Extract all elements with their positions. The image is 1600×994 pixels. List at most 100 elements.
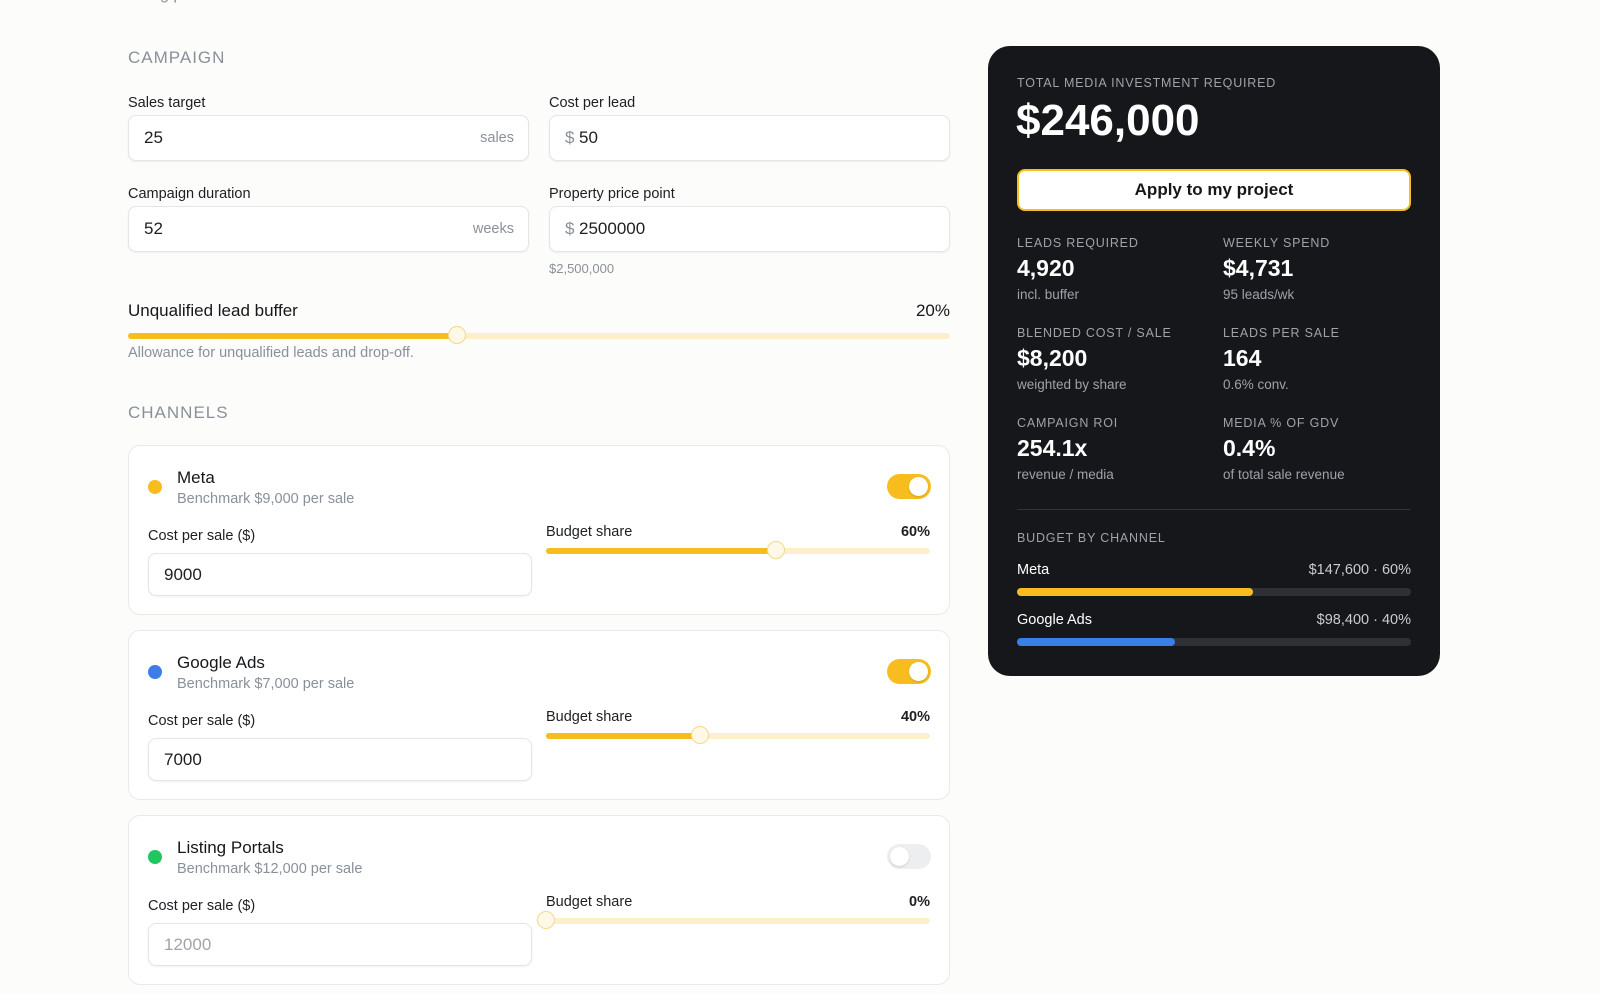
input-value: 12000 [164, 934, 212, 954]
share-value: 40% [900, 709, 930, 725]
section-heading: CHANNELS [128, 403, 229, 422]
section-heading: CAMPAIGN [128, 48, 226, 67]
stat-label: LEADS REQUIRED [1017, 236, 1139, 250]
cost-label: Cost per sale ($) [148, 898, 256, 914]
share-label: Budget share [546, 709, 633, 725]
text-input[interactable]: 12000 [148, 923, 532, 966]
input-value: 50 [579, 128, 598, 147]
slider-fill [546, 733, 700, 739]
cost-label: Cost per sale ($) [148, 528, 256, 544]
stat-value: 0.4% [1223, 435, 1276, 461]
budget-amount: $98,400 · 40% [1316, 612, 1411, 628]
budget-bar [1017, 588, 1254, 596]
stat-value: 164 [1223, 345, 1262, 371]
text-input[interactable]: 7000 [148, 738, 532, 781]
input-value: 25 [144, 128, 163, 147]
summary-label: TOTAL MEDIA INVESTMENT REQUIRED [1017, 76, 1277, 90]
channel-card: Meta Benchmark $9,000 per sale Cost per sa… [128, 445, 950, 615]
budget-name: Meta [1017, 562, 1050, 578]
slider-track[interactable] [546, 726, 930, 744]
stat-label: WEEKLY SPEND [1223, 236, 1331, 250]
slider-fill [128, 333, 457, 339]
stat-value: $4,731 [1223, 255, 1294, 281]
stat-note: of total sale revenue [1223, 467, 1345, 482]
toggle[interactable] [887, 844, 931, 869]
slider-thumb[interactable] [537, 911, 555, 929]
slider-track[interactable] [537, 911, 930, 929]
budget-name: Google Ads [1017, 612, 1092, 628]
stat-label: MEDIA % OF GDV [1223, 416, 1340, 430]
field-label: Cost per lead [549, 95, 636, 111]
text-input[interactable]: 52 weeks [128, 206, 529, 252]
intro-text: listing portals. [128, 0, 226, 4]
field-hint: $2,500,000 [549, 261, 615, 276]
stat-note: incl. buffer [1017, 287, 1080, 302]
toggle[interactable] [887, 659, 931, 684]
channel-benchmark: Benchmark $7,000 per sale [177, 676, 355, 692]
text-input[interactable]: 25 sales [128, 115, 529, 161]
stat-label: LEADS PER SALE [1223, 326, 1340, 340]
channel-card: Google Ads Benchmark $7,000 per sale Cost … [128, 630, 950, 800]
budget-track [1017, 588, 1411, 596]
input-value: 7000 [164, 749, 202, 769]
stat-value: 254.1x [1017, 435, 1088, 461]
stat-value: 4,920 [1017, 255, 1075, 281]
input-value: 52 [144, 219, 163, 238]
budget-bar [1017, 638, 1175, 646]
input-value: 2500000 [579, 219, 646, 238]
share-label: Budget share [546, 894, 633, 910]
toggle-knob [909, 662, 928, 681]
budget-amount: $147,600 · 60% [1308, 562, 1411, 578]
stat-value: $8,200 [1017, 345, 1088, 371]
text-input[interactable]: $2500000 [549, 206, 950, 252]
summary-total: $246,000 [1016, 96, 1200, 145]
toggle-knob [890, 847, 909, 866]
share-label: Budget share [546, 524, 633, 540]
slider-value: 20% [915, 301, 950, 320]
slider-fill [546, 548, 777, 554]
channel-name: Meta [177, 468, 215, 487]
stat-label: BLENDED COST / SALE [1017, 326, 1172, 340]
budget-heading: BUDGET BY CHANNEL [1017, 531, 1166, 545]
slider-thumb[interactable] [767, 541, 786, 559]
channel-name: Google Ads [177, 653, 265, 672]
slider-hint: Allowance for unqualified leads and drop… [128, 345, 414, 361]
field-label: Property price point [549, 186, 675, 202]
channel-name: Listing Portals [177, 838, 284, 857]
input-prefix: $ [565, 219, 575, 238]
input-value: 9000 [164, 564, 202, 584]
field-label: Sales target [128, 95, 206, 111]
field-label: Campaign duration [128, 186, 251, 202]
input-prefix: $ [565, 128, 575, 147]
channel-benchmark: Benchmark $12,000 per sale [177, 861, 363, 877]
channel-dot [148, 665, 162, 679]
channel-benchmark: Benchmark $9,000 per sale [177, 491, 355, 507]
cost-label: Cost per sale ($) [148, 713, 256, 729]
text-input[interactable]: $50 [549, 115, 950, 161]
slider-label: Unqualified lead buffer [128, 301, 298, 320]
stat-note: 95 leads/wk [1223, 287, 1295, 302]
toggle[interactable] [887, 474, 931, 499]
input-suffix: sales [480, 130, 514, 146]
apply-button[interactable]: Apply to my project [1017, 169, 1411, 211]
stat-label: CAMPAIGN ROI [1017, 416, 1119, 430]
share-value: 0% [909, 894, 930, 910]
stat-note: weighted by share [1017, 377, 1127, 392]
stat-note: 0.6% conv. [1223, 377, 1289, 392]
slider-track[interactable] [546, 541, 930, 559]
input-suffix: weeks [472, 221, 514, 237]
stat-note: revenue / media [1017, 467, 1114, 482]
text-input[interactable]: 9000 [148, 553, 532, 596]
slider-thumb[interactable] [690, 726, 709, 744]
toggle-knob [909, 477, 928, 496]
channel-dot [148, 480, 162, 494]
slider-track[interactable] [128, 326, 950, 344]
slider-thumb[interactable] [447, 326, 466, 344]
channel-dot [148, 850, 162, 864]
summary-panel: TOTAL MEDIA INVESTMENT REQUIRED $246,000 A… [988, 46, 1440, 676]
share-value: 60% [900, 524, 930, 540]
divider [1017, 509, 1411, 510]
channel-card: Listing Portals Benchmark $12,000 per sal… [128, 815, 950, 985]
budget-track [1017, 638, 1411, 646]
